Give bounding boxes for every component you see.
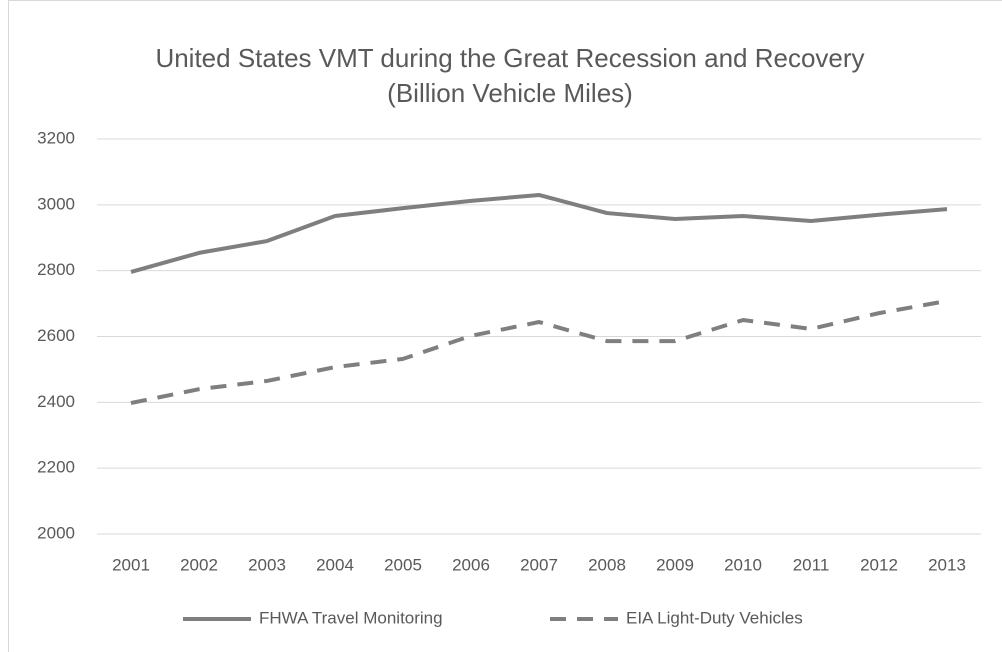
x-tick-label: 2011 <box>793 555 830 574</box>
legend-label: FHWA Travel Monitoring <box>259 608 443 627</box>
y-tick-label: 3200 <box>37 128 75 147</box>
legend-label: EIA Light-Duty Vehicles <box>626 608 803 627</box>
y-tick-label: 2800 <box>37 260 75 279</box>
x-tick-label: 2007 <box>520 555 558 574</box>
series-line <box>130 192 948 274</box>
x-tick-label: 2006 <box>452 555 490 574</box>
x-tick-label: 2012 <box>860 555 898 574</box>
y-tick-label: 2000 <box>37 523 75 542</box>
x-tick-label: 2013 <box>928 555 966 574</box>
chart-subtitle: (Billion Vehicle Miles) <box>387 78 633 108</box>
chart-frame <box>8 0 1002 652</box>
y-tick-label: 2400 <box>37 392 75 411</box>
x-tick-label: 2005 <box>384 555 422 574</box>
y-tick-label: 3000 <box>37 194 75 213</box>
x-tick-label: 2003 <box>248 555 286 574</box>
chart-title: United States VMT during the Great Reces… <box>155 43 864 73</box>
x-tick-label: 2001 <box>112 555 150 574</box>
x-tick-label: 2008 <box>588 555 626 574</box>
x-tick-label: 2009 <box>656 555 694 574</box>
y-tick-label: 2600 <box>37 326 75 345</box>
y-tick-label: 2200 <box>37 458 75 477</box>
series-line <box>130 298 948 405</box>
x-tick-label: 2010 <box>724 555 762 574</box>
x-tick-label: 2002 <box>180 555 218 574</box>
x-tick-label: 2004 <box>316 555 354 574</box>
